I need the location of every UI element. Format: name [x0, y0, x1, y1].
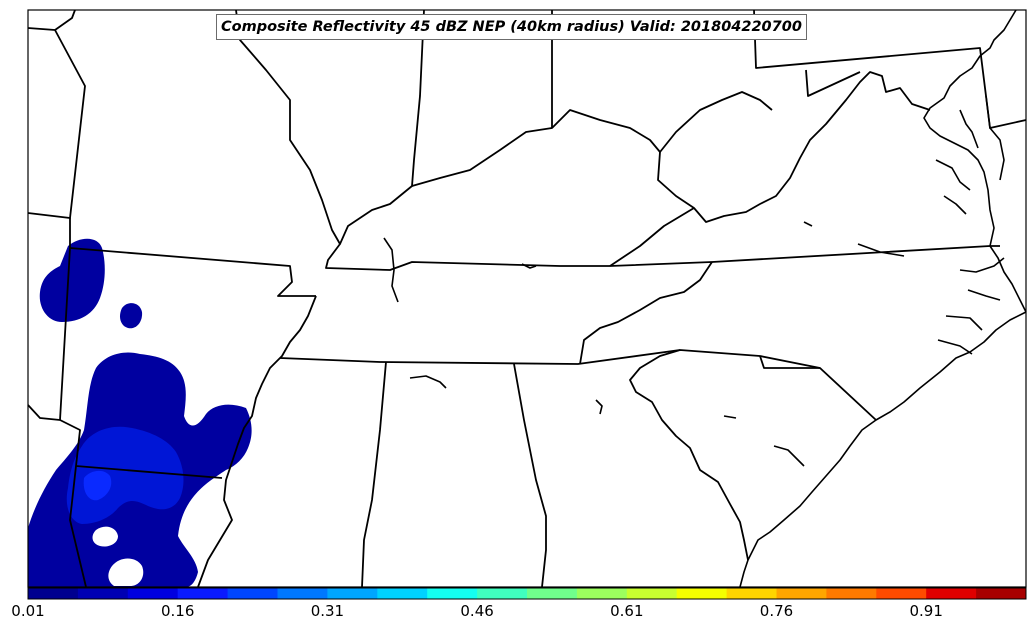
- colorbar-bin: [277, 588, 328, 599]
- colorbar: [27, 587, 1027, 600]
- colorbar-bin: [177, 588, 229, 599]
- colorbar-tick-label: 0.31: [310, 602, 345, 620]
- coastlines: [383, 9, 1027, 588]
- colorbar-bin: [876, 588, 927, 599]
- colorbar-bin: [676, 588, 728, 599]
- colorbar-bin: [926, 588, 977, 599]
- colorbar-bin: [427, 588, 478, 599]
- colorbar-border: [27, 587, 1027, 600]
- colorbar-tick-label: 0.76: [759, 602, 794, 620]
- colorbar-tick-label: 0.46: [460, 602, 494, 620]
- map-frame-border: [27, 9, 1027, 588]
- colorbar-bin: [576, 588, 628, 599]
- colorbar-bin: [377, 588, 428, 599]
- colorbar-bin: [626, 588, 678, 599]
- colorbar-tick-label: 0.16: [160, 602, 195, 620]
- colorbar-bin: [327, 588, 378, 599]
- colorbar-bin: [477, 588, 528, 599]
- colorbar-bin: [976, 588, 1027, 599]
- colorbar-bin: [726, 588, 777, 599]
- colorbar-bin: [127, 588, 179, 599]
- colorbar-bin: [826, 588, 877, 599]
- colorbar-bin: [28, 588, 79, 599]
- probability-shading: [28, 238, 252, 587]
- prob-gap-1: [92, 526, 118, 547]
- map-title: Composite Reflectivity 45 dBZ NEP (40km …: [216, 14, 807, 40]
- prob-area-small-cell: [120, 303, 143, 329]
- colorbar-bin: [227, 588, 278, 599]
- colorbar-bin: [527, 588, 578, 599]
- colorbar-tick-label: 0.61: [610, 602, 644, 620]
- prob-area-high-core: [83, 470, 112, 501]
- colorbar-tick-label: 0.01: [11, 602, 45, 620]
- colorbar-bin: [77, 588, 129, 599]
- colorbar-tick-label: 0.91: [909, 602, 943, 620]
- prob-gap-2: [108, 558, 144, 586]
- colorbar-bin: [776, 588, 827, 599]
- prob-area-northwest: [39, 238, 105, 322]
